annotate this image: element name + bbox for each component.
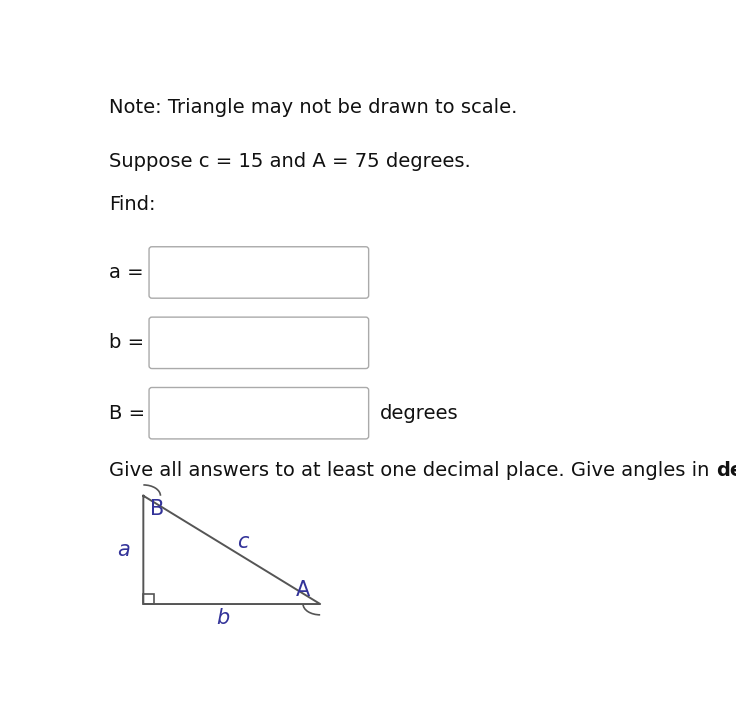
Text: Give all answers to at least one decimal place. Give angles in: Give all answers to at least one decimal… [109,460,715,479]
Text: degrees: degrees [380,404,459,423]
FancyBboxPatch shape [149,387,369,439]
Text: Give all answers to at least one decimal place. Give angles in: Give all answers to at least one decimal… [109,460,715,479]
Text: Suppose c = 15 and A = 75 degrees.: Suppose c = 15 and A = 75 degrees. [109,152,471,171]
Text: B =: B = [109,404,145,423]
Text: b: b [216,607,230,628]
Text: a =: a = [109,263,144,282]
Text: a: a [117,540,130,560]
Text: B: B [150,499,165,520]
Text: Find:: Find: [109,195,155,214]
Text: A: A [296,581,310,600]
Text: Note: Triangle may not be drawn to scale.: Note: Triangle may not be drawn to scale… [109,98,517,117]
Text: b =: b = [109,333,144,352]
FancyBboxPatch shape [149,247,369,298]
FancyBboxPatch shape [149,317,369,368]
Text: c: c [238,531,249,552]
Text: degrees: degrees [715,460,736,479]
